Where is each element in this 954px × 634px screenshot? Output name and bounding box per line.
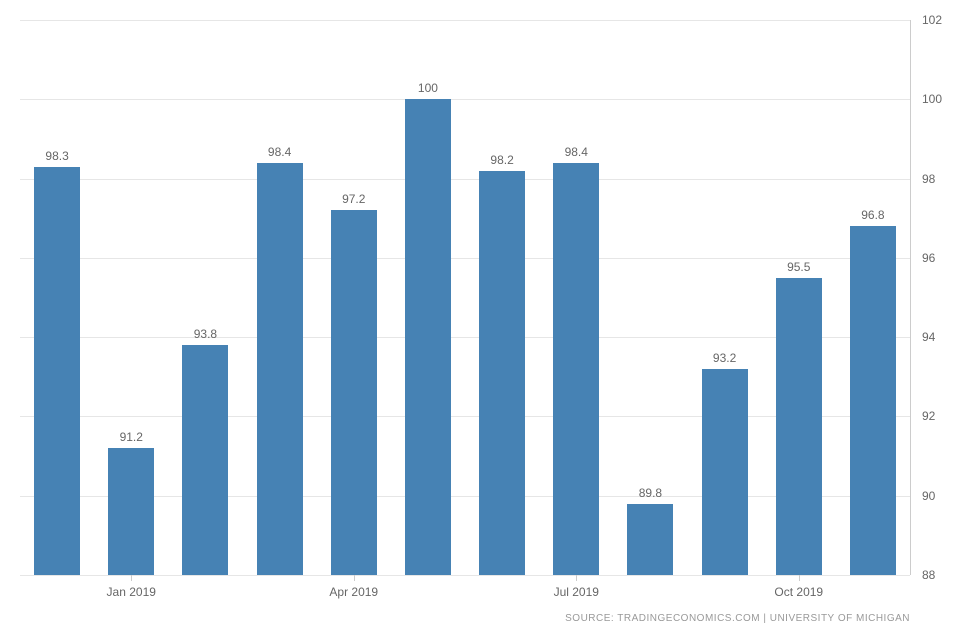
- y-axis-tick-label: 92: [922, 409, 935, 423]
- bar: [108, 448, 154, 575]
- bar: [405, 99, 451, 575]
- bar-value-label: 91.2: [120, 430, 143, 444]
- bar-value-label: 93.2: [713, 351, 736, 365]
- bar: [702, 369, 748, 575]
- bar-value-label: 98.4: [565, 145, 588, 159]
- y-axis-tick-label: 100: [922, 92, 942, 106]
- bar-value-label: 98.2: [490, 153, 513, 167]
- bar: [850, 226, 896, 575]
- x-axis-tick-label: Jan 2019: [107, 585, 156, 599]
- bar: [182, 345, 228, 575]
- y-axis-tick-label: 98: [922, 172, 935, 186]
- x-axis-tick-mark: [354, 575, 355, 581]
- chart-container: 88 90 92 94 96 98 100 102 98.3 91.2 93.8 98.4 97.2 10…: [0, 0, 954, 634]
- bar-value-label: 89.8: [639, 486, 662, 500]
- bar-value-label: 95.5: [787, 260, 810, 274]
- bar-value-label: 98.3: [45, 149, 68, 163]
- source-attribution: SOURCE: TRADINGECONOMICS.COM | UNIVERSIT…: [565, 613, 910, 624]
- plot-area: 88909294969810010298.391.293.898.497.210…: [20, 20, 910, 575]
- bar: [331, 210, 377, 575]
- gridline: [20, 258, 910, 259]
- gridline: [20, 99, 910, 100]
- y-axis-tick-label: 96: [922, 251, 935, 265]
- x-axis-tick-mark: [576, 575, 577, 581]
- bar-value-label: 98.4: [268, 145, 291, 159]
- bar: [553, 163, 599, 575]
- x-axis-tick-label: Oct 2019: [774, 585, 823, 599]
- y-axis-tick-label: 88: [922, 568, 935, 582]
- bar-value-label: 93.8: [194, 327, 217, 341]
- x-axis-tick-label: Apr 2019: [329, 585, 378, 599]
- y-axis-tick-label: 90: [922, 489, 935, 503]
- gridline: [20, 20, 910, 21]
- bar: [34, 167, 80, 575]
- bar: [776, 278, 822, 575]
- y-axis-tick-label: 102: [922, 13, 942, 27]
- bar: [479, 171, 525, 575]
- gridline: [20, 179, 910, 180]
- x-axis-tick-mark: [131, 575, 132, 581]
- y-axis-line: [910, 20, 911, 575]
- x-axis-tick-label: Jul 2019: [554, 585, 599, 599]
- bar: [627, 504, 673, 575]
- x-axis-tick-mark: [799, 575, 800, 581]
- y-axis-tick-label: 94: [922, 330, 935, 344]
- bar-value-label: 97.2: [342, 192, 365, 206]
- gridline: [20, 575, 910, 576]
- bar-value-label: 100: [418, 81, 438, 95]
- bar: [257, 163, 303, 575]
- bar-value-label: 96.8: [861, 208, 884, 222]
